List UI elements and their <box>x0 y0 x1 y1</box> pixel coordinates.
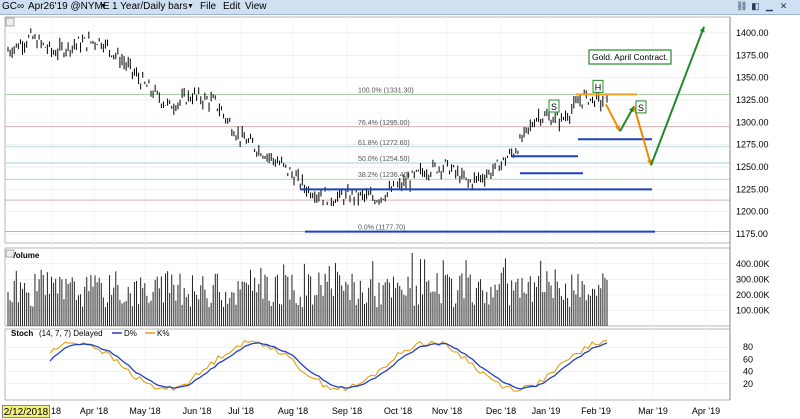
fib-label: 38.2% (1236.40) <box>358 172 410 179</box>
close-icon[interactable]: ✕ <box>779 1 788 11</box>
fib-label: 100.0% (1331.30) <box>358 87 414 94</box>
symbol-label[interactable]: GC <box>2 1 17 12</box>
price-axis-label: 1375.00 <box>736 50 769 60</box>
price-axis-label: 1400.00 <box>736 28 769 38</box>
stoch-d-label: D% <box>124 329 137 338</box>
fib-label: 61.8% (1272.60) <box>358 140 410 147</box>
stoch-k-line <box>49 339 608 392</box>
minimize-icon[interactable]: ▁ <box>766 1 773 11</box>
stoch-axis-label: 80 <box>743 342 753 352</box>
volume-panel-menu-icon <box>5 249 15 258</box>
stoch-d-line <box>49 342 608 390</box>
menu-edit[interactable]: Edit <box>223 1 241 12</box>
forecast-down-arrow-2 <box>633 105 652 166</box>
volume-axis-label: 400.00K <box>736 259 770 269</box>
restore-icon[interactable]: ◧ <box>751 1 760 11</box>
x-axis-label: Nov '18 <box>432 406 462 416</box>
x-axis-label: 18 <box>51 406 61 416</box>
panel-menu-icon <box>5 17 15 27</box>
forecast-up-arrow-2-head <box>699 26 705 33</box>
x-axis-label: Feb '19 <box>581 406 611 416</box>
interval-label[interactable]: 1 Year/Daily bars <box>112 1 188 12</box>
price-axis-label: 1300.00 <box>736 117 769 127</box>
x-axis-label: Jul '18 <box>228 406 254 416</box>
contract-label[interactable]: Apr26'19 @NYME <box>28 1 110 12</box>
interval-dropdown-icon[interactable]: ▼ <box>187 3 194 10</box>
forecast-down-arrow-head <box>615 125 620 132</box>
pattern-label: S <box>638 103 644 113</box>
price-axis-label: 1250.00 <box>736 162 769 172</box>
stoch-axis-label: 40 <box>743 367 753 377</box>
x-axis-label: Apr '18 <box>80 406 108 416</box>
pattern-box <box>548 99 560 113</box>
price-axis-label: 1225.00 <box>736 184 769 194</box>
menu-file[interactable]: File <box>200 1 217 12</box>
price-axis-label: 1350.00 <box>736 73 769 83</box>
title-bar: GC ∞ Apr26'19 @NYME ▼ 1 Year/Daily bars … <box>0 0 800 15</box>
price-axis-label: 1275.00 <box>736 140 769 150</box>
x-axis-label: Aug '18 <box>278 406 308 416</box>
volume-axis-label: 300.00K <box>736 274 770 284</box>
link-chain-icon[interactable]: ⛓ <box>736 1 748 11</box>
volume-axis-label: 100.00K <box>736 305 770 315</box>
fib-label: 76.4% (1295.00) <box>358 120 410 127</box>
price-axis-label: 1325.00 <box>736 95 769 105</box>
annotation-text: Gold. April Contract. <box>592 52 668 62</box>
x-axis-label: May '18 <box>129 406 160 416</box>
pattern-label: H <box>595 82 602 92</box>
stoch-panel <box>4 328 731 401</box>
price-axis-label: 1175.00 <box>736 229 768 239</box>
stoch-axis-label: 20 <box>743 379 753 389</box>
annotation-box <box>588 49 672 65</box>
price-axis-label: 1200.00 <box>736 207 769 217</box>
fib-label: 50.0% (1254.50) <box>358 156 410 163</box>
pattern-box <box>635 100 647 114</box>
forecast-up-arrow-2 <box>650 26 705 166</box>
forecast-up-arrow-head <box>629 106 634 113</box>
volume-axis-label: 200.00K <box>736 290 770 300</box>
price-chart[interactable]: 1400.00 1375.00 1350.00 1325.00 1300.00 1275.… <box>0 15 800 419</box>
menu-view[interactable]: View <box>245 1 267 12</box>
stoch-axis-label: 60 <box>743 354 753 364</box>
fib-label: 0.0% (1177.70) <box>358 225 405 232</box>
current-date-label: 2/12/2018 <box>2 405 50 418</box>
volume-title: Volume <box>11 251 40 260</box>
link-icon: ∞ <box>17 1 25 12</box>
stoch-params: (14, 7, 7) Delayed <box>39 329 103 338</box>
pattern-box <box>592 79 604 93</box>
contract-dropdown-icon[interactable]: ▼ <box>100 3 107 10</box>
x-axis-label: Oct '18 <box>384 406 412 416</box>
x-axis-label: Apr '19 <box>692 406 720 416</box>
x-axis-label: Mar '19 <box>638 406 668 416</box>
stoch-title: Stoch <box>11 329 33 338</box>
x-axis-label: Dec '18 <box>486 406 516 416</box>
stoch-k-label: K% <box>157 329 169 338</box>
x-axis-label: Jun '18 <box>183 406 212 416</box>
x-axis-label: Sep '18 <box>332 406 362 416</box>
x-axis-label: Jan '19 <box>532 406 561 416</box>
pattern-label: S <box>551 102 557 112</box>
